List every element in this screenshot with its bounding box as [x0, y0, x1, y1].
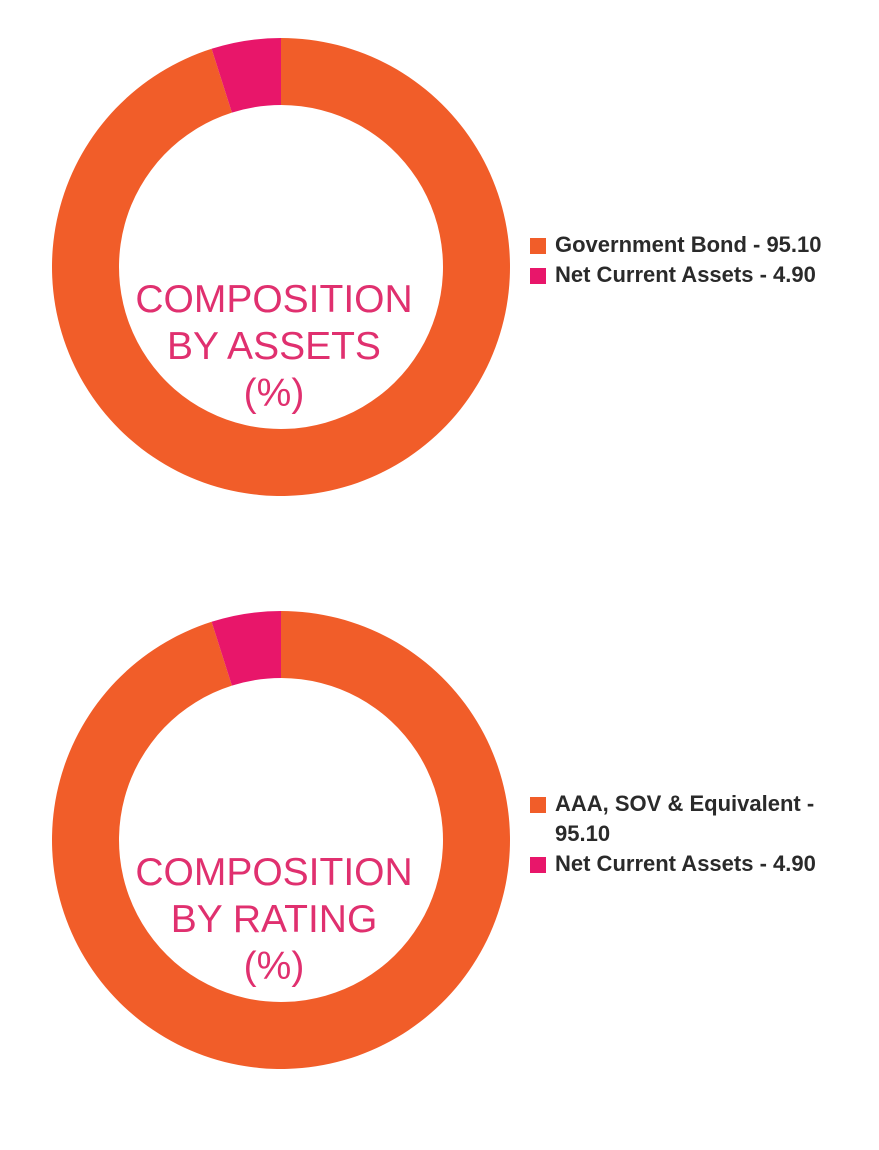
composition-by-assets-chart: COMPOSITION BY ASSETS (%) Government Bon…	[0, 0, 879, 560]
legend-swatch	[530, 797, 546, 813]
legend-swatch	[530, 238, 546, 254]
center-label-line: COMPOSITION	[135, 278, 413, 321]
donut-chart-rating	[52, 611, 510, 1069]
legend-item: Net Current Assets - 4.90	[530, 260, 870, 290]
legend-label: Government Bond - 95.10	[555, 232, 822, 257]
donut-slice-major	[52, 611, 510, 1069]
donut-slice-major	[52, 38, 510, 497]
legend-item: Government Bond - 95.10	[530, 230, 870, 260]
donut-chart-assets	[52, 38, 510, 497]
legend-assets: Government Bond - 95.10 Net Current Asse…	[530, 230, 870, 290]
donut-slice-minor	[211, 38, 281, 113]
legend-swatch	[530, 268, 546, 284]
center-label-rating: COMPOSITION BY RATING (%)	[120, 849, 428, 990]
center-label-line: (%)	[243, 945, 305, 988]
center-label-line: COMPOSITION	[135, 851, 413, 894]
center-label-line: (%)	[243, 372, 305, 415]
legend-label: AAA, SOV & Equivalent - 95.10	[555, 791, 815, 846]
center-label-line: BY ASSETS	[167, 325, 381, 368]
legend-label: Net Current Assets - 4.90	[555, 851, 816, 876]
legend-label: Net Current Assets - 4.90	[555, 262, 816, 287]
donut-slice-minor	[211, 611, 281, 686]
legend-item: AAA, SOV & Equivalent - 95.10	[530, 789, 870, 849]
center-label-assets: COMPOSITION BY ASSETS (%)	[120, 276, 428, 417]
legend-rating: AAA, SOV & Equivalent - 95.10 Net Curren…	[530, 789, 870, 879]
legend-item: Net Current Assets - 4.90	[530, 849, 870, 879]
composition-by-rating-chart: COMPOSITION BY RATING (%) AAA, SOV & Equ…	[0, 573, 879, 1133]
legend-swatch	[530, 857, 546, 873]
center-label-line: BY RATING	[170, 898, 378, 941]
